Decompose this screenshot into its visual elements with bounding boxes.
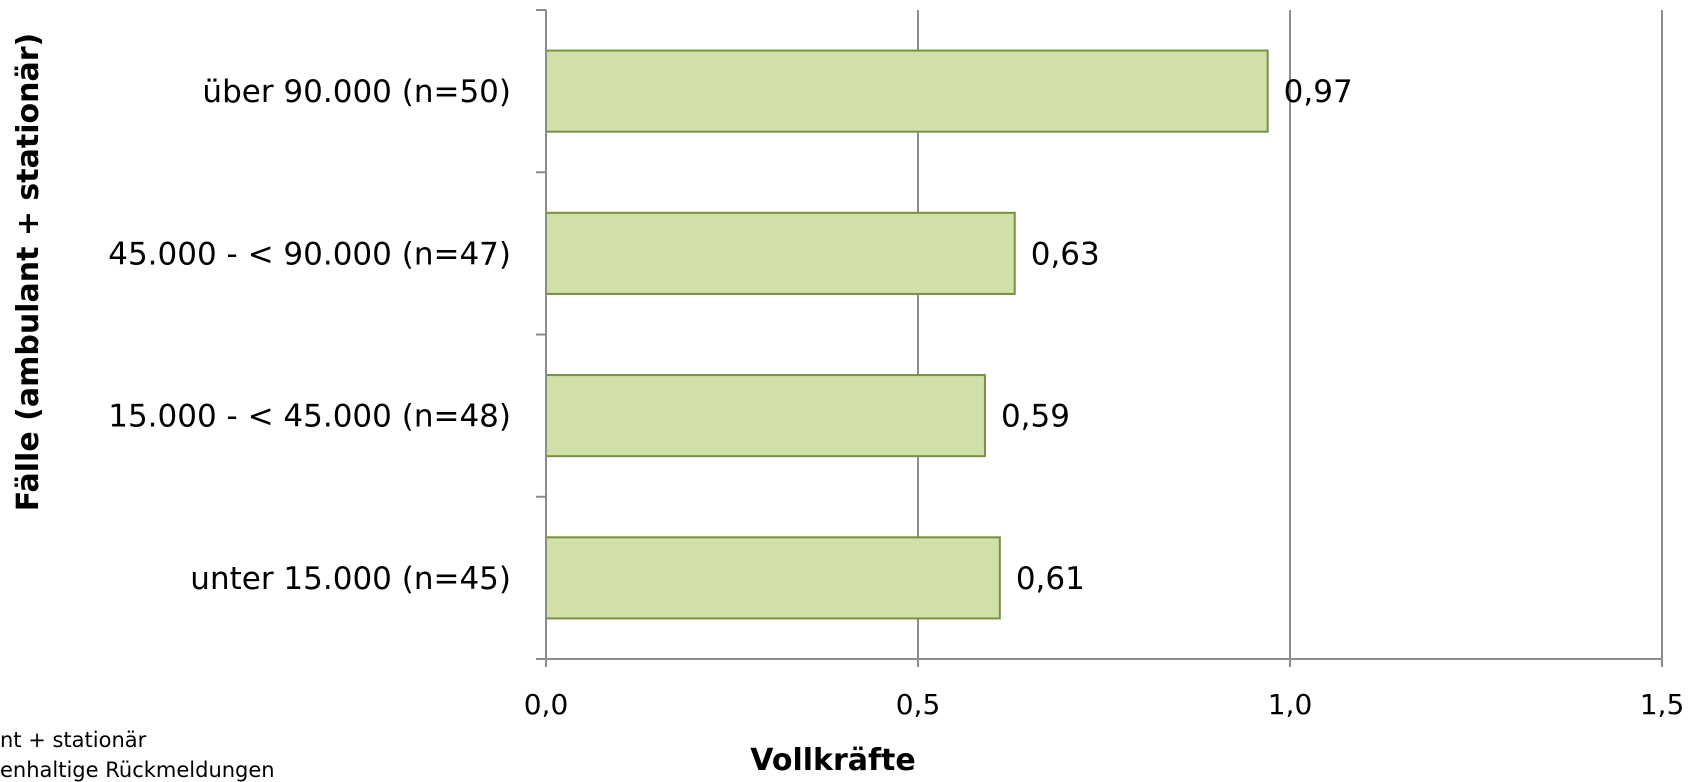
bar xyxy=(545,211,1016,295)
data-label: 0,97 xyxy=(1284,74,1353,110)
category-label: 45.000 - < 90.000 (n=47) xyxy=(108,236,511,272)
footnote-line-1: nt + stationär xyxy=(0,728,147,752)
data-label: 0,61 xyxy=(1016,561,1085,597)
axes xyxy=(536,9,1663,667)
bar xyxy=(545,374,986,458)
category-label: unter 15.000 (n=45) xyxy=(190,561,511,597)
x-tick-label: 1,5 xyxy=(1640,688,1685,721)
x-tick-label: 0,5 xyxy=(896,688,941,721)
bar xyxy=(545,49,1269,133)
category-label: 15.000 - < 45.000 (n=48) xyxy=(108,399,511,435)
labels: 0,0 0,5 1,0 1,5 über 90.000 (n=50) 0,97 45.000… xyxy=(108,74,1684,721)
data-label: 0,63 xyxy=(1031,236,1100,272)
bars xyxy=(545,49,1269,620)
x-tick-label: 1,0 xyxy=(1268,688,1313,721)
x-axis-title: Vollkräfte xyxy=(750,743,915,772)
category-label: über 90.000 (n=50) xyxy=(202,74,511,110)
x-tick-label: 0,0 xyxy=(524,688,569,721)
bar xyxy=(545,536,1001,620)
y-axis-title: Fälle (ambulant + stationär) xyxy=(11,33,46,511)
data-label: 0,59 xyxy=(1001,399,1070,435)
footnote-line-2: enhaltige Rückmeldungen xyxy=(0,758,275,782)
